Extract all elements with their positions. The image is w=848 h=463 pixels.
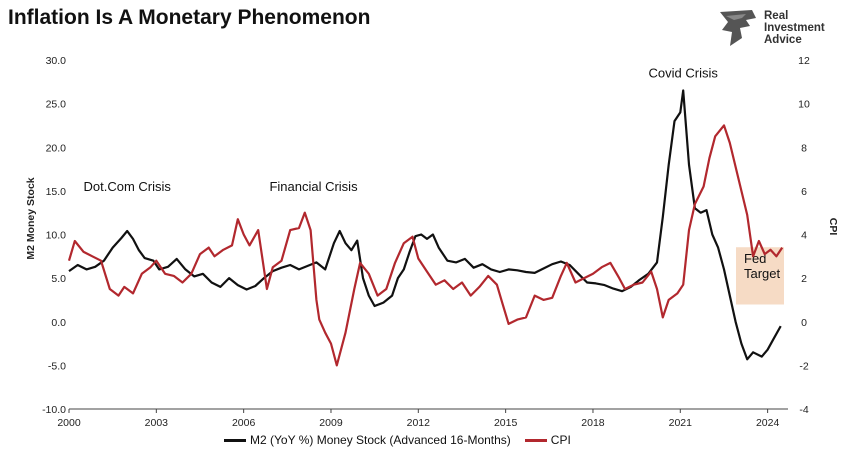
legend-swatch-cpi bbox=[524, 438, 547, 442]
x-tick-label-2015: 2015 bbox=[494, 417, 518, 429]
logo-line-2: Investment bbox=[764, 22, 825, 34]
y-left-tick-label-2: 20.0 bbox=[46, 142, 67, 154]
annotation-2: Covid Crisis bbox=[649, 65, 719, 80]
y-left-tick-label-8: -10.0 bbox=[42, 404, 66, 416]
series-line-m2 bbox=[68, 89, 782, 361]
annotation-1: Financial Crisis bbox=[269, 179, 358, 194]
legend-label-cpi: CPI bbox=[550, 433, 571, 447]
y-right-tick-label-3: 6 bbox=[801, 186, 807, 198]
eagle-logo-icon bbox=[720, 10, 756, 46]
series-layer bbox=[67, 89, 784, 367]
x-tick-label-2018: 2018 bbox=[581, 417, 605, 429]
annotation-0: Dot.Com Crisis bbox=[84, 179, 172, 194]
y-right-tick-label-5: 2 bbox=[801, 273, 807, 285]
logo-text: Real Investment Advice bbox=[764, 10, 825, 46]
fed-target-label-line-1: Fed bbox=[744, 251, 766, 266]
y-right-axis-title: CPI bbox=[827, 218, 839, 236]
y-right-tick-label-4: 4 bbox=[801, 230, 807, 242]
real-investment-advice-logo: Real Investment Advice bbox=[716, 8, 844, 48]
logo-line-1: Real bbox=[764, 10, 789, 22]
x-tick-label-2003: 2003 bbox=[145, 417, 169, 429]
y-left-axis-title: M2 Money Stock bbox=[25, 177, 37, 259]
y-left-tick-label-0: 30.0 bbox=[46, 55, 67, 67]
y-left-tick-label-6: 0.0 bbox=[51, 317, 66, 329]
legend-label-m2: M2 (YoY %) Money Stock (Advanced 16-Mont… bbox=[250, 433, 511, 447]
x-tick-label-2021: 2021 bbox=[669, 417, 693, 429]
logo-line-3: Advice bbox=[764, 34, 802, 46]
y-left-tick-label-5: 5.0 bbox=[51, 273, 66, 285]
y-right-tick-label-2: 8 bbox=[801, 142, 807, 154]
series-line-cpi bbox=[67, 124, 784, 367]
x-tick-label-2006: 2006 bbox=[232, 417, 256, 429]
y-left-tick-label-3: 15.0 bbox=[46, 186, 67, 198]
y-right-tick-label-7: -2 bbox=[799, 360, 808, 372]
legend-item-cpi: CPI bbox=[524, 433, 571, 447]
legend-swatch-m2 bbox=[224, 438, 246, 442]
y-right-tick-label-6: 0 bbox=[801, 317, 807, 329]
y-left-tick-label-7: -5.0 bbox=[48, 360, 66, 372]
fed-target-label-line-2: Target bbox=[744, 266, 781, 281]
chart-title: Inflation Is A Monetary Phenomenon bbox=[8, 6, 371, 29]
x-tick-label-2024: 2024 bbox=[756, 417, 780, 429]
x-tick-label-2000: 2000 bbox=[57, 417, 81, 429]
x-tick-label-2009: 2009 bbox=[319, 417, 343, 429]
legend-item-m2: M2 (YoY %) Money Stock (Advanced 16-Mont… bbox=[224, 433, 511, 447]
y-left-tick-label-4: 10.0 bbox=[46, 230, 67, 242]
annotation-layer: Dot.Com Crisis Financial Crisis Covid Cris… bbox=[84, 65, 719, 193]
y-right-tick-label-0: 12 bbox=[798, 55, 810, 67]
legend: M2 (YoY %) Money Stock (Advanced 16-Mont… bbox=[224, 433, 571, 447]
y-left-tick-label-1: 25.0 bbox=[46, 99, 67, 111]
y-right-tick-label-1: 10 bbox=[798, 99, 810, 111]
x-tick-label-2012: 2012 bbox=[407, 417, 431, 429]
y-right-tick-label-8: -4 bbox=[799, 404, 808, 416]
axes-layer: 2000 2003 2006 2009 2012 2015 2018 2021 202430.0… bbox=[25, 55, 839, 429]
